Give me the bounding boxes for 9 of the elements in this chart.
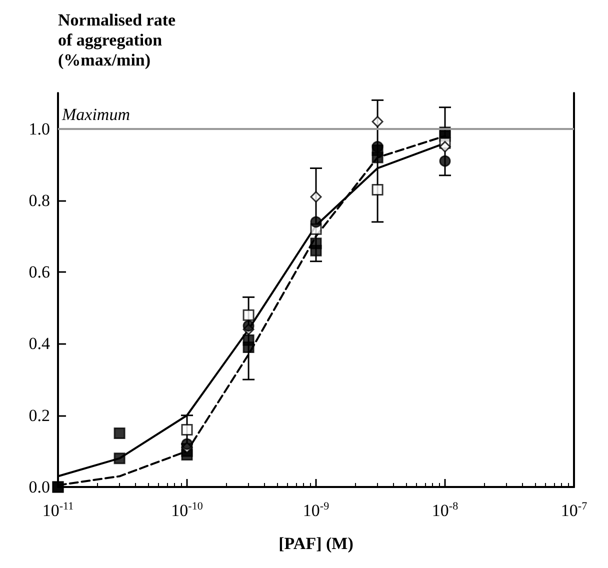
y-tick-label: 0.0 <box>28 478 50 496</box>
y-axis-title: Normalised rate of aggregation (%max/min) <box>58 10 180 70</box>
y-tick-label: 0.2 <box>28 406 50 425</box>
y-tick-label: 1.0 <box>28 119 50 138</box>
y-tick-label: 0.8 <box>28 190 50 210</box>
y-tick-label: 0.4 <box>28 334 50 354</box>
ref-line-label: Maximum <box>61 104 130 124</box>
y-tick-label: 0.6 <box>28 262 50 282</box>
x-axis-title: [PAF] (M) <box>278 534 354 553</box>
